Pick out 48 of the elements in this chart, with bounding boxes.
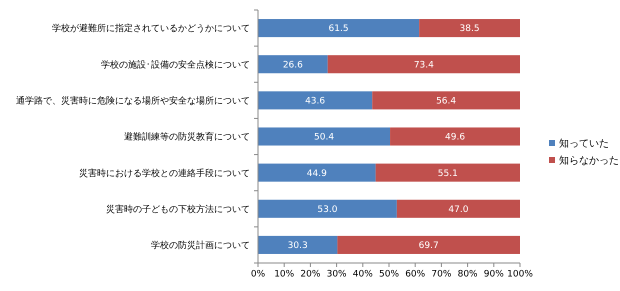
- data-label: 30.3: [288, 241, 308, 252]
- bar: [396, 200, 520, 218]
- legend-label: 知らなかった: [559, 154, 619, 166]
- x-tick-label: 60%: [405, 269, 426, 280]
- data-label: 50.4: [314, 132, 334, 143]
- bar: [258, 127, 390, 146]
- y-tick-label: 災害時の子どもの下校方法について: [106, 204, 250, 215]
- data-label: 56.4: [436, 96, 456, 107]
- bar: [419, 19, 520, 38]
- data-label: 44.9: [306, 168, 328, 179]
- bar: [258, 55, 328, 74]
- y-tick-label: 災害時における学校との連絡手段について: [79, 168, 250, 179]
- y-tick-label: 学校が避難所に指定されているかどうかについて: [52, 23, 250, 34]
- x-tick-label: 0%: [250, 269, 266, 280]
- data-label: 49.6: [445, 132, 466, 143]
- bar: [376, 164, 520, 182]
- y-tick-label: 学校の施設･設備の安全点検について: [101, 59, 250, 70]
- data-label: 38.5: [460, 24, 480, 34]
- data-label: 55.1: [438, 168, 458, 179]
- bar: [258, 236, 338, 254]
- x-tick-label: 80%: [458, 269, 478, 280]
- data-label: 53.0: [317, 204, 338, 215]
- x-tick-label: 90%: [484, 269, 504, 280]
- bar: [258, 91, 372, 110]
- bar: [390, 127, 520, 146]
- legend-label: 知っていた: [559, 138, 609, 150]
- bar: [258, 164, 376, 182]
- data-label: 47.0: [448, 204, 469, 215]
- x-tick-label: 10%: [274, 269, 295, 280]
- data-label: 61.5: [328, 24, 349, 34]
- x-tick-label: 100%: [507, 269, 534, 280]
- bar: [372, 91, 520, 110]
- x-tick-label: 30%: [326, 269, 348, 280]
- data-label: 26.6: [282, 60, 304, 70]
- x-tick-label: 70%: [431, 269, 452, 280]
- y-tick-label: 通学路で、災害時に危険になる場所や安全な場所について: [16, 96, 250, 107]
- x-tick-label: 20%: [300, 269, 321, 280]
- data-label: 73.4: [414, 60, 434, 70]
- data-label: 69.7: [418, 241, 439, 252]
- bar: [337, 236, 520, 254]
- data-label: 43.6: [305, 96, 326, 107]
- x-tick-label: 50%: [378, 269, 400, 280]
- bar: [258, 19, 420, 38]
- y-tick-label: 学校の防災計画について: [151, 240, 250, 252]
- bar: [328, 55, 520, 74]
- bar: [258, 200, 397, 218]
- y-tick-label: 避難訓練等の防災教育について: [124, 132, 250, 143]
- x-tick-label: 40%: [352, 269, 374, 280]
